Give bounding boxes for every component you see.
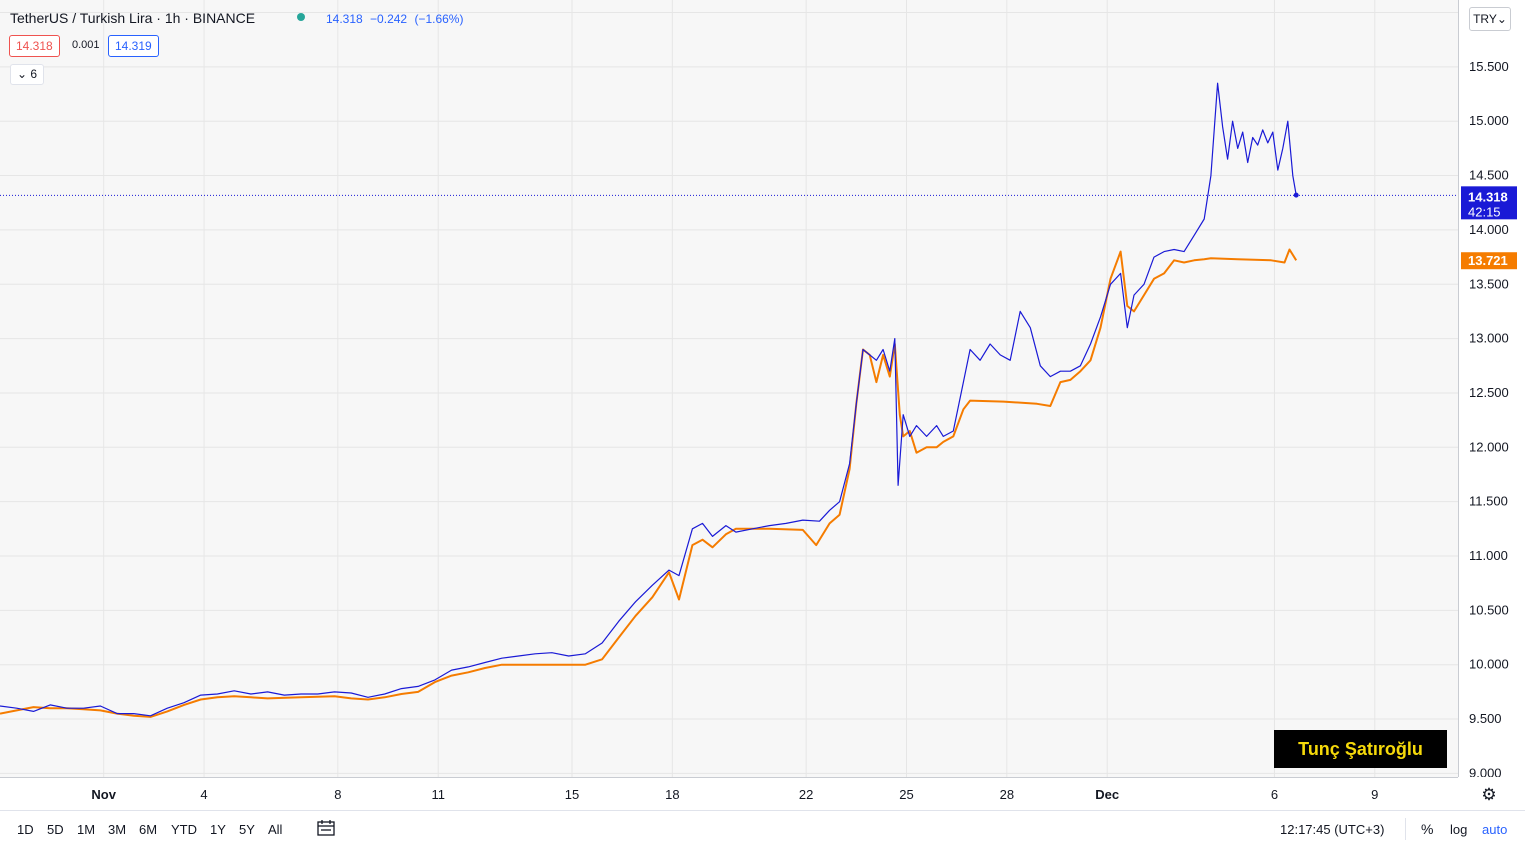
clock-timezone[interactable]: 12:17:45 (UTC+3)	[1280, 822, 1385, 837]
time-tick-label: 28	[1000, 787, 1014, 802]
time-tick-label: 4	[200, 787, 207, 802]
symbol-title[interactable]: TetherUS / Turkish Lira · 1h · BINANCE	[10, 10, 256, 26]
timeframe-1m[interactable]: 1M	[77, 822, 96, 837]
settings-gear-icon[interactable]: ⚙	[1481, 785, 1497, 804]
timeframe-1y[interactable]: 1Y	[210, 822, 226, 837]
indicators-toggle[interactable]: ⌄ 6	[10, 64, 45, 85]
bar-countdown: 42:15	[1468, 204, 1501, 219]
percent-scale-toggle[interactable]: %	[1421, 821, 1434, 837]
price-tick-label: 10.000	[1469, 657, 1509, 672]
toolbar-divider	[1405, 818, 1406, 840]
price-tick-label: 14.500	[1469, 168, 1509, 183]
price-tick-label: 12.500	[1469, 385, 1509, 400]
price-tick-label: 9.000	[1469, 765, 1502, 777]
price-tick-label: 11.000	[1469, 548, 1508, 563]
price-tick-label: 15.000	[1469, 113, 1509, 128]
spread-value: 0.001	[72, 39, 100, 51]
market-status-icon	[297, 13, 305, 21]
secondary-price-tag	[1461, 252, 1517, 270]
bottom-toolbar	[0, 810, 1525, 854]
timeframe-all[interactable]: All	[268, 822, 283, 837]
time-tick-label: 11	[431, 787, 445, 802]
current-price-value: 14.318	[1468, 189, 1508, 204]
price-tick-label: 9.500	[1469, 711, 1502, 726]
secondary-price-label: 13.721	[1461, 252, 1517, 270]
price-tick-label: 10.500	[1469, 602, 1509, 617]
auto-scale-toggle[interactable]: auto	[1482, 822, 1508, 837]
timeframe-1d[interactable]: 1D	[17, 822, 34, 837]
time-tick-label: 9	[1371, 787, 1378, 802]
chevron-down-icon: ⌄	[17, 67, 28, 81]
chevron-down-icon: ⌄	[1496, 12, 1507, 26]
time-tick-label: 25	[899, 787, 913, 802]
price-tick-label: 15.500	[1469, 59, 1509, 74]
indicator-count: 6	[30, 67, 38, 81]
price-tick-label: 12.000	[1469, 439, 1509, 454]
chart-pane[interactable]: TetherUS / Turkish Lira · 1h · BINANCE 1…	[0, 0, 1458, 777]
time-axis[interactable]: Nov 4 8 11 15 18 22 25 28 Dec 6 9	[0, 777, 1458, 810]
currency-label: TRY	[1473, 12, 1497, 26]
time-tick-label: 6	[1271, 787, 1278, 802]
currency-button[interactable]: TRY⌄	[1469, 7, 1511, 31]
log-scale-toggle[interactable]: log	[1450, 822, 1468, 837]
price-change: −0.242	[370, 12, 408, 26]
price-change-pct: (−1.66%)	[414, 12, 464, 26]
time-tick-label: 8	[334, 787, 341, 802]
last-price: 14.318	[326, 12, 363, 26]
series-line-usdttry	[0, 82, 1297, 717]
current-price-tag	[1461, 186, 1517, 220]
time-axis-svg: Nov 4 8 11 15 18 22 25 28 Dec 6 9	[91, 787, 1378, 802]
sell-button[interactable]: 14.318	[9, 35, 60, 57]
price-tick-label: 13.000	[1469, 331, 1509, 346]
last-price-dot	[1293, 192, 1299, 198]
timeframe-5y[interactable]: 5Y	[239, 822, 255, 837]
time-tick-label: 22	[799, 787, 813, 802]
secondary-price-value: 13.721	[1468, 253, 1508, 268]
timeframe-3m[interactable]: 3M	[108, 822, 127, 837]
price-axis[interactable]: 16.00015.50015.00014.50014.00013.50013.0…	[1458, 0, 1525, 777]
price-chart	[0, 0, 1458, 777]
timeframe-6m[interactable]: 6M	[139, 822, 158, 837]
price-tick-label: 14.000	[1469, 222, 1509, 237]
price-tick-label: 13.500	[1469, 276, 1509, 291]
time-tick-label: Dec	[1095, 787, 1119, 802]
timeframe-ytd[interactable]: YTD	[171, 822, 197, 837]
calendar-range-icon[interactable]	[317, 820, 335, 836]
series-line-secondary	[0, 248, 1298, 718]
buy-button[interactable]: 14.319	[108, 35, 159, 57]
time-tick-label: Nov	[91, 787, 116, 802]
price-tick-label: 11.500	[1469, 494, 1508, 509]
quote-line: 14.318 −0.242 (−1.66%)	[326, 12, 467, 26]
timeframe-5d[interactable]: 5D	[47, 822, 64, 837]
grid-lines	[0, 0, 1458, 777]
time-tick-label: 15	[565, 787, 579, 802]
price-axis-svg: 16.00015.50015.00014.50014.00013.50013.0…	[1461, 5, 1517, 777]
time-tick-label: 18	[665, 787, 679, 802]
author-watermark: Tunç Şatıroğlu	[1274, 730, 1447, 768]
